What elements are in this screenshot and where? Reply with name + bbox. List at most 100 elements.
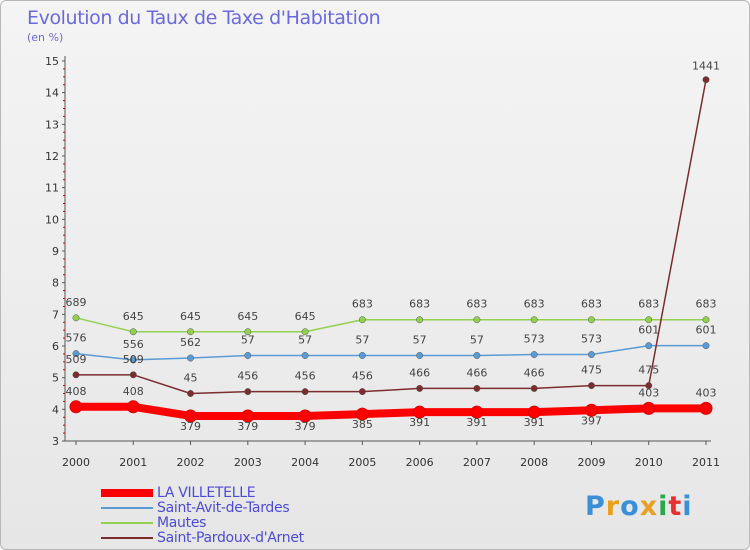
legend-item: Mautes — [101, 515, 207, 531]
data-label: 456 — [237, 370, 258, 383]
y-tick-label: 10 — [45, 213, 59, 226]
data-point — [645, 316, 653, 324]
data-label: 683 — [638, 298, 659, 311]
data-label: 601 — [696, 324, 717, 337]
logo-letter: r — [605, 491, 621, 522]
data-point — [184, 409, 198, 423]
data-point — [416, 384, 424, 392]
data-point — [702, 76, 710, 84]
data-label: 645 — [237, 310, 258, 323]
data-point — [416, 352, 424, 359]
data-label: 466 — [524, 366, 545, 379]
data-point — [584, 403, 598, 417]
data-point — [187, 354, 194, 362]
legend-label: Mautes — [157, 515, 207, 531]
x-tick-label: 2003 — [234, 456, 262, 469]
logo-letter: P — [585, 491, 606, 522]
data-point — [473, 352, 481, 359]
y-tick-label: 9 — [52, 245, 59, 258]
x-tick-label: 2011 — [692, 456, 720, 469]
series-line-3 — [76, 79, 707, 395]
x-tick-label: 2007 — [463, 456, 491, 469]
data-point — [244, 388, 252, 396]
y-tick-label: 14 — [45, 87, 59, 100]
logo-letter: x — [639, 491, 659, 522]
y-tick-label: 13 — [45, 118, 59, 131]
x-tick-label: 2006 — [406, 456, 434, 469]
data-label: 556 — [123, 338, 144, 351]
data-point — [530, 384, 538, 392]
x-tick-label: 2008 — [520, 456, 548, 469]
data-label: 509 — [66, 353, 87, 366]
series-line-1 — [75, 344, 706, 361]
legend-label: Saint-Pardoux-d'Arnet — [157, 530, 304, 546]
data-point — [642, 401, 656, 415]
data-label: 601 — [638, 324, 659, 337]
data-label: 645 — [180, 310, 201, 323]
data-label: 397 — [581, 414, 602, 427]
x-tick-label: 2005 — [348, 456, 376, 469]
data-label: 391 — [524, 416, 545, 429]
logo-letter: t — [668, 491, 683, 522]
data-point — [355, 407, 369, 421]
data-point — [301, 328, 309, 336]
data-label: 379 — [295, 420, 316, 433]
data-label: 385 — [352, 418, 373, 431]
data-point — [530, 351, 538, 358]
data-label: 683 — [352, 298, 373, 311]
data-label: 45 — [184, 372, 198, 385]
data-label: 683 — [466, 298, 487, 311]
y-tick-label: 5 — [52, 372, 59, 385]
y-tick-label: 7 — [52, 308, 59, 321]
data-label: 683 — [696, 298, 717, 311]
legend-label: Saint-Avit-de-Tardes — [157, 500, 290, 516]
data-label: 391 — [409, 416, 430, 429]
legend-swatch — [101, 537, 153, 539]
data-label: 509 — [123, 353, 144, 366]
data-point — [72, 314, 80, 322]
x-tick-label: 2000 — [62, 456, 90, 469]
data-label: 562 — [180, 336, 201, 349]
data-point — [588, 382, 595, 390]
data-label: 573 — [524, 333, 545, 346]
data-label: 403 — [638, 386, 659, 399]
data-point — [645, 382, 653, 390]
legend-swatch — [101, 489, 153, 497]
data-point — [72, 371, 80, 379]
data-point — [645, 342, 653, 350]
data-point — [473, 384, 481, 392]
y-tick-label: 15 — [45, 55, 59, 68]
data-point — [530, 316, 538, 324]
series-line-0 — [76, 402, 706, 420]
data-label: 683 — [524, 298, 545, 311]
data-point — [588, 351, 595, 358]
logo-letter: o — [620, 491, 640, 522]
legend-item: Saint-Pardoux-d'Arnet — [101, 530, 304, 546]
data-point — [187, 390, 194, 397]
proxiti-logo: Proxiti — [585, 491, 693, 522]
data-label: 645 — [123, 310, 144, 323]
chart-title: Evolution du Taux de Taxe d'Habitation — [27, 7, 381, 29]
legend-swatch — [101, 522, 153, 524]
data-point — [301, 352, 309, 359]
data-point — [699, 401, 713, 415]
series-line-2 — [75, 317, 706, 333]
data-point — [298, 409, 312, 423]
data-label: 573 — [581, 333, 602, 346]
data-point — [301, 388, 309, 396]
data-label: 475 — [581, 364, 602, 377]
data-point — [358, 388, 366, 396]
legend-item: LA VILLETELLE — [101, 485, 256, 501]
legend-item: Saint-Avit-de-Tardes — [101, 500, 290, 516]
data-point — [129, 371, 137, 379]
y-tick-label: 4 — [52, 403, 59, 416]
data-label: 57 — [413, 334, 427, 347]
data-point — [244, 352, 252, 359]
data-label: 466 — [409, 366, 430, 379]
data-label: 403 — [696, 386, 717, 399]
unit-label: (en %) — [27, 31, 64, 44]
x-tick-label: 2002 — [177, 456, 205, 469]
data-label: 379 — [180, 420, 201, 433]
y-tick-label: 6 — [52, 340, 59, 353]
